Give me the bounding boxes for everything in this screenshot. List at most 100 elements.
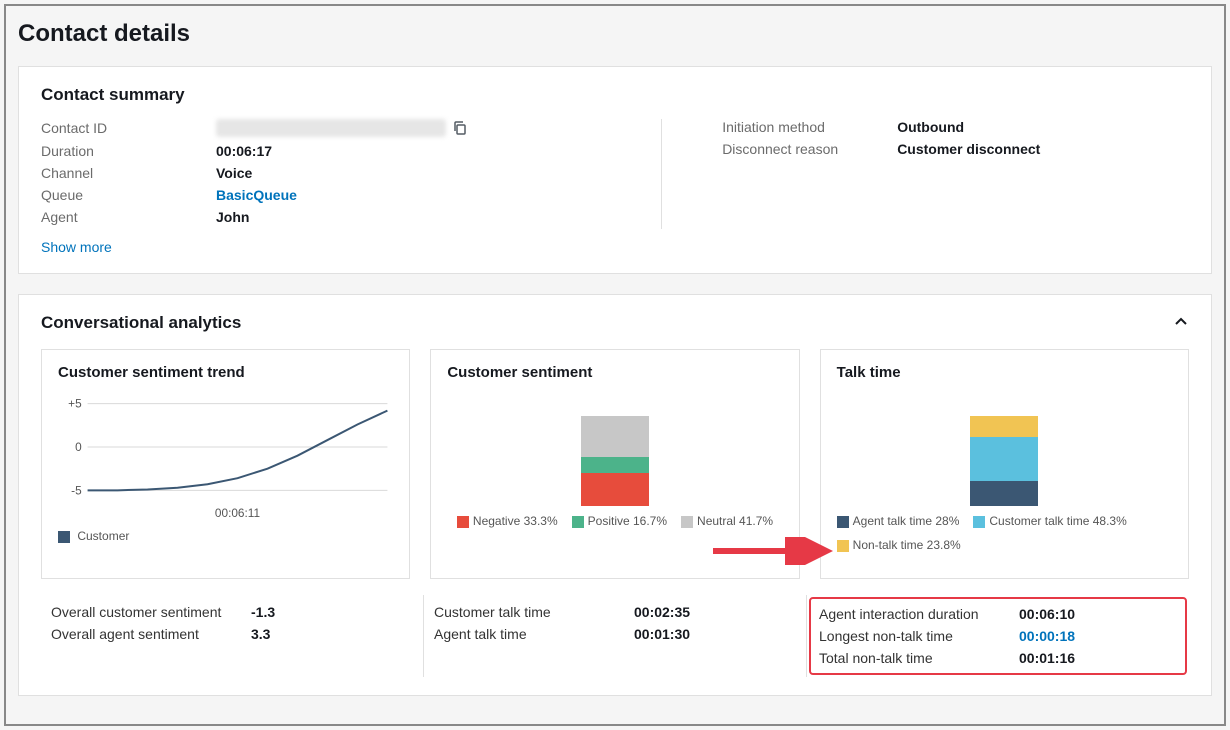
metric-label: Agent talk time	[434, 626, 634, 642]
metric-row: Longest non-talk time 00:00:18	[819, 625, 1177, 647]
bar-segment	[581, 473, 649, 506]
legend-item: Negative 33.3%	[457, 514, 558, 528]
metric-label: Customer talk time	[434, 604, 634, 620]
summary-row-channel: Channel Voice	[41, 165, 601, 181]
bar-segment	[970, 416, 1038, 437]
svg-text:0: 0	[75, 440, 82, 454]
talktime-chart	[837, 391, 1172, 506]
swatch	[58, 531, 70, 543]
legend-label: Customer talk time 48.3%	[989, 514, 1126, 528]
metric-value: 00:01:16	[1019, 650, 1075, 666]
summary-value: John	[216, 209, 249, 225]
metric-value: 3.3	[251, 626, 270, 642]
legend-label: Negative 33.3%	[473, 514, 558, 528]
panel-talk-time: Talk time Agent talk time 28% Customer ta…	[820, 349, 1189, 579]
summary-row-agent: Agent John	[41, 209, 601, 225]
swatch	[837, 540, 849, 552]
talktime-stacked-bar	[970, 416, 1038, 506]
panel-title: Customer sentiment trend	[58, 364, 393, 381]
vertical-divider	[661, 119, 662, 229]
summary-label: Agent	[41, 209, 216, 225]
swatch	[681, 516, 693, 528]
summary-label: Contact ID	[41, 120, 216, 136]
summary-row-disconnect: Disconnect reason Customer disconnect	[722, 141, 1189, 157]
metric-row: Agent interaction duration 00:06:10	[819, 603, 1177, 625]
swatch	[572, 516, 584, 528]
summary-label: Channel	[41, 165, 216, 181]
summary-label: Initiation method	[722, 119, 897, 135]
page-container: Contact details Contact summary Contact …	[4, 4, 1226, 726]
summary-label: Duration	[41, 143, 216, 159]
analytics-card: Conversational analytics Customer sentim…	[18, 294, 1212, 696]
legend-label: Non-talk time 23.8%	[853, 538, 961, 552]
summary-label: Disconnect reason	[722, 141, 897, 157]
sentiment-legend: Negative 33.3% Positive 16.7% Neutral 41.7…	[447, 514, 782, 528]
highlight-box: Agent interaction duration 00:06:10 Long…	[809, 597, 1187, 675]
copy-icon[interactable]	[452, 120, 468, 136]
metric-label: Total non-talk time	[819, 650, 1019, 666]
contact-summary-card: Contact summary Contact ID Duration 00:0…	[18, 66, 1212, 274]
metric-value: 00:02:35	[634, 604, 690, 620]
bar-segment	[581, 416, 649, 457]
metric-row: Overall customer sentiment -1.3	[51, 601, 413, 623]
chevron-up-icon[interactable]	[1173, 314, 1189, 333]
talktime-legend: Agent talk time 28% Customer talk time 48…	[837, 514, 1172, 552]
swatch	[973, 516, 985, 528]
metric-row: Customer talk time 00:02:35	[434, 601, 796, 623]
summary-row-queue: Queue BasicQueue	[41, 187, 601, 203]
panel-sentiment-trend: Customer sentiment trend +50-500:06:11 C…	[41, 349, 410, 579]
legend-label: Positive 16.7%	[588, 514, 667, 528]
metric-row: Overall agent sentiment 3.3	[51, 623, 413, 645]
summary-value: Customer disconnect	[897, 141, 1040, 157]
legend-label: Neutral 41.7%	[697, 514, 773, 528]
svg-text:00:06:11: 00:06:11	[215, 506, 261, 520]
summary-value: 00:06:17	[216, 143, 272, 159]
legend-label: Customer	[77, 529, 129, 543]
bar-segment	[581, 457, 649, 473]
contact-id-redacted	[216, 119, 446, 137]
metric-label: Overall agent sentiment	[51, 626, 251, 642]
show-more-link[interactable]: Show more	[41, 239, 112, 255]
swatch	[457, 516, 469, 528]
metric-label: Longest non-talk time	[819, 628, 1019, 644]
metric-label: Overall customer sentiment	[51, 604, 251, 620]
metric-value: 00:01:30	[634, 626, 690, 642]
metric-value: -1.3	[251, 604, 275, 620]
metric-value-link[interactable]: 00:00:18	[1019, 628, 1075, 644]
metric-row: Agent talk time 00:01:30	[434, 623, 796, 645]
summary-value: Voice	[216, 165, 252, 181]
legend-item: Neutral 41.7%	[681, 514, 773, 528]
summary-right-col: Initiation method Outbound Disconnect re…	[722, 119, 1189, 229]
summary-grid: Contact ID Duration 00:06:17 Channel	[41, 119, 1189, 229]
sentiment-chart	[447, 391, 782, 506]
sentiment-stacked-bar	[581, 416, 649, 506]
metrics-col-1: Overall customer sentiment -1.3 Overall …	[41, 595, 423, 677]
swatch	[837, 516, 849, 528]
metric-label: Agent interaction duration	[819, 606, 1019, 622]
legend-item: Non-talk time 23.8%	[837, 538, 961, 552]
metrics-col-3: Agent interaction duration 00:06:10 Long…	[806, 595, 1189, 677]
bar-segment	[970, 481, 1038, 506]
summary-row-contact-id: Contact ID	[41, 119, 601, 137]
metrics-row: Overall customer sentiment -1.3 Overall …	[41, 595, 1189, 677]
summary-left-col: Contact ID Duration 00:06:17 Channel	[41, 119, 601, 229]
trend-legend: Customer	[58, 529, 393, 543]
panel-customer-sentiment: Customer sentiment Negative 33.3%Positiv…	[430, 349, 799, 579]
analytics-header: Conversational analytics	[41, 313, 1189, 333]
analytics-panels: Customer sentiment trend +50-500:06:11 C…	[41, 349, 1189, 579]
summary-value: Outbound	[897, 119, 964, 135]
contact-summary-title: Contact summary	[41, 85, 1189, 105]
svg-text:+5: +5	[68, 397, 82, 411]
summary-row-initiation: Initiation method Outbound	[722, 119, 1189, 135]
legend-item: Customer	[58, 529, 129, 543]
bar-segment	[970, 437, 1038, 480]
summary-row-duration: Duration 00:06:17	[41, 143, 601, 159]
metric-row: Total non-talk time 00:01:16	[819, 647, 1177, 669]
legend-item: Agent talk time 28%	[837, 514, 960, 528]
metric-value: 00:06:10	[1019, 606, 1075, 622]
page-title: Contact details	[18, 20, 1212, 48]
metrics-col-2: Customer talk time 00:02:35 Agent talk t…	[423, 595, 806, 677]
legend-item: Positive 16.7%	[572, 514, 667, 528]
panel-title: Talk time	[837, 364, 1172, 381]
queue-link[interactable]: BasicQueue	[216, 187, 297, 203]
